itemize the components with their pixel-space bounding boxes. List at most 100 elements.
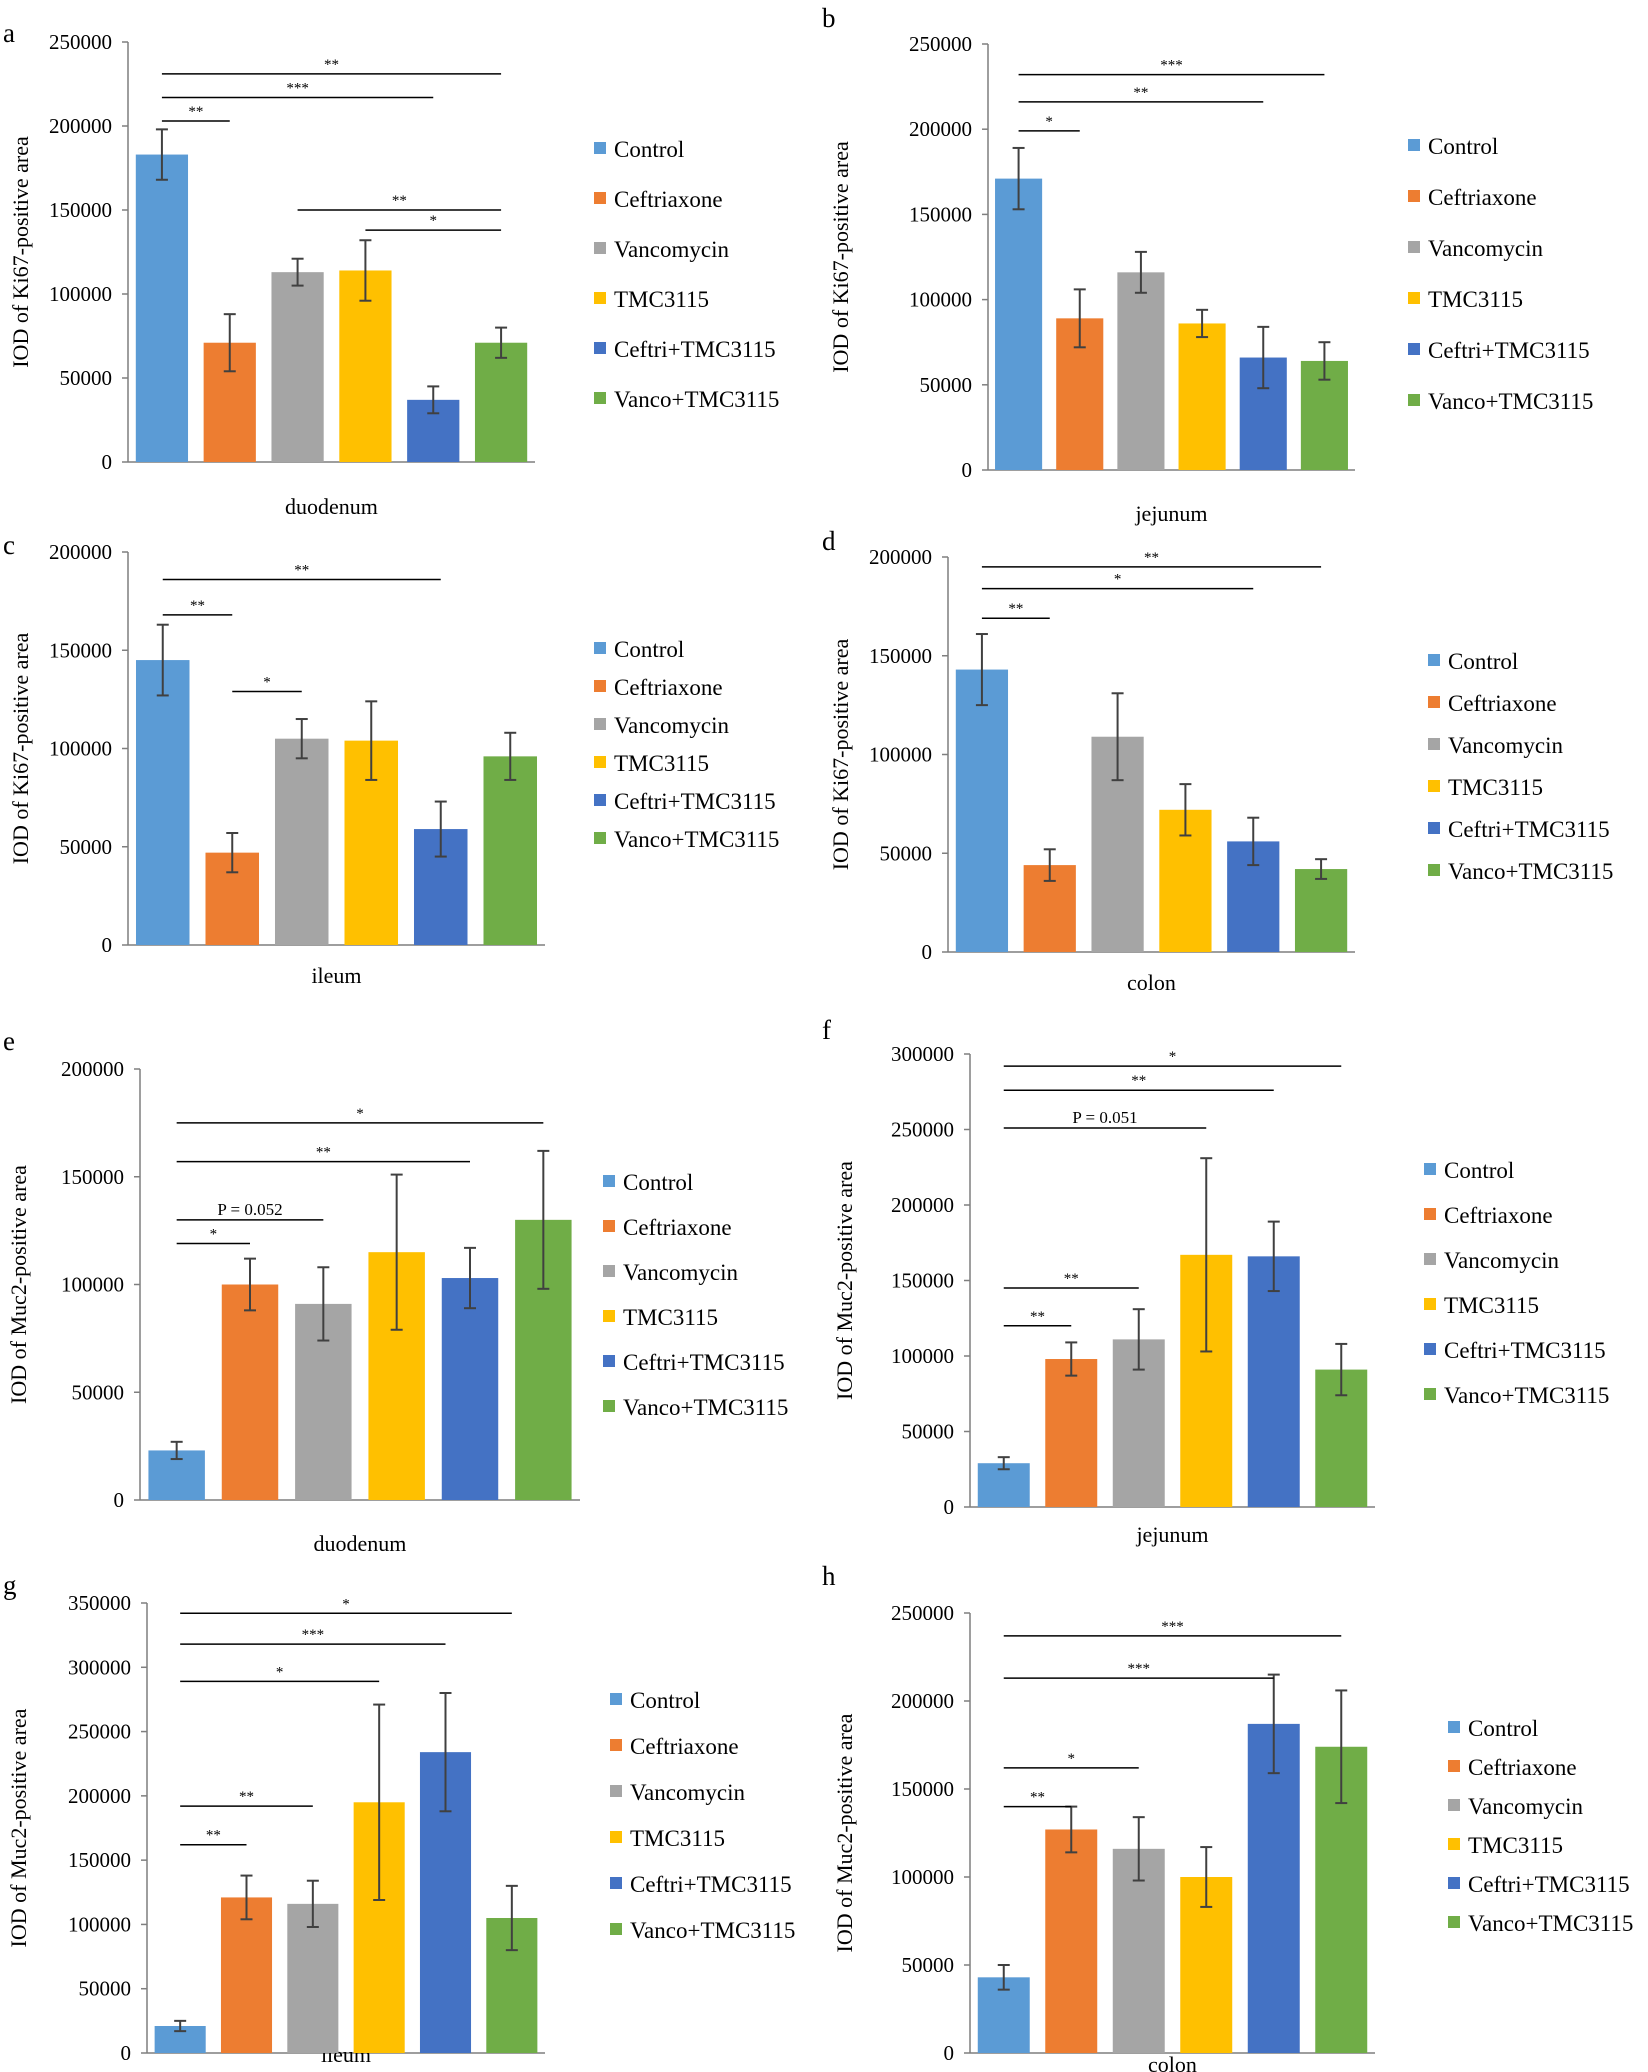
y-axis-title: IOD of Muc2-positive area	[832, 1161, 857, 1400]
significance-label: ***	[1160, 58, 1183, 74]
bar	[995, 178, 1043, 470]
y-tick-label: 150000	[869, 644, 932, 668]
legend-label: TMC3115	[614, 751, 709, 776]
x-axis-title: colon	[1148, 2052, 1197, 2072]
legend-swatch	[603, 1355, 615, 1367]
y-tick-label: 250000	[891, 1118, 954, 1142]
y-tick-label: 100000	[61, 1273, 124, 1297]
bar	[1247, 1256, 1300, 1507]
legend-swatch	[1448, 1916, 1460, 1928]
y-tick-label: 50000	[79, 1977, 132, 2001]
legend-swatch	[594, 392, 606, 404]
significance-label: *	[1045, 114, 1053, 130]
significance-label: ***	[286, 80, 309, 96]
legend-swatch	[603, 1265, 615, 1277]
legend-swatch	[1448, 1721, 1460, 1733]
y-tick-label: 200000	[61, 1057, 124, 1081]
y-tick-label: 0	[121, 2041, 132, 2065]
legend-label: Control	[1448, 649, 1518, 674]
y-tick-label: 250000	[891, 1601, 954, 1625]
legend-swatch	[1448, 1877, 1460, 1889]
y-axis-title: IOD of Muc2-positive area	[6, 1165, 31, 1404]
legend-label: Vanco+TMC3115	[614, 387, 779, 412]
y-tick-label: 250000	[68, 1720, 131, 1744]
legend-swatch	[1448, 1799, 1460, 1811]
legend-label: Vancomycin	[1444, 1248, 1559, 1273]
legend-label: Control	[1428, 134, 1498, 159]
legend-label: TMC3115	[1444, 1293, 1539, 1318]
legend-label: Ceftriaxone	[614, 187, 723, 212]
bar	[1178, 323, 1226, 470]
legend-label: Vanco+TMC3115	[614, 827, 779, 852]
bar	[483, 756, 538, 945]
significance-label: ***	[1128, 1661, 1151, 1677]
legend-swatch	[594, 794, 606, 806]
legend-swatch	[594, 142, 606, 154]
bar	[1294, 869, 1348, 952]
legend-swatch	[1424, 1208, 1436, 1220]
y-tick-label: 0	[962, 458, 973, 482]
bar	[271, 272, 324, 462]
y-tick-label: 100000	[869, 743, 932, 767]
legend-swatch	[1408, 241, 1420, 253]
y-tick-label: 0	[944, 1495, 955, 1519]
significance-label: **	[1030, 1309, 1045, 1325]
bar	[1117, 272, 1165, 470]
x-axis-title: jejunum	[1135, 1522, 1208, 1547]
legend-label: Control	[1444, 1158, 1514, 1183]
significance-label: P = 0.052	[217, 1200, 282, 1219]
legend-label: Ceftriaxone	[630, 1734, 739, 1759]
panel-letter: c	[3, 530, 15, 560]
legend-label: TMC3115	[1448, 775, 1543, 800]
y-tick-label: 100000	[68, 1912, 131, 1936]
panel-c: c 0 50000 100000 150000 200000 IOD of Ki67-pos…	[3, 530, 779, 988]
legend-swatch	[1424, 1253, 1436, 1265]
panel-e: e 0 50000 100000 150000 200000 IOD of Muc2-pos…	[3, 1026, 788, 1556]
panel-letter: b	[822, 3, 836, 33]
legend-swatch	[594, 642, 606, 654]
legend-swatch	[1448, 1838, 1460, 1850]
panel-letter: g	[3, 1570, 17, 1600]
y-tick-label: 300000	[68, 1655, 131, 1679]
y-tick-label: 100000	[909, 288, 972, 312]
y-tick-label: 50000	[902, 1420, 955, 1444]
legend-label: Vanco+TMC3115	[630, 1918, 795, 1943]
legend-swatch	[1428, 822, 1440, 834]
significance-label: ***	[302, 1627, 325, 1643]
legend-label: Ceftriaxone	[1448, 691, 1557, 716]
y-axis-title: IOD of Ki67-positive area	[828, 141, 853, 373]
y-tick-label: 0	[944, 2041, 955, 2065]
significance-label: **	[316, 1145, 331, 1161]
legend-label: Ceftri+TMC3115	[1428, 338, 1590, 363]
significance-label: **	[206, 1828, 221, 1844]
significance-label: **	[1133, 85, 1148, 101]
legend-label: Vancomycin	[1468, 1794, 1583, 1819]
y-tick-label: 150000	[49, 198, 112, 222]
legend-swatch	[610, 1923, 622, 1935]
legend-swatch	[610, 1739, 622, 1751]
x-axis-title: jejunum	[1134, 501, 1207, 526]
bar	[220, 1897, 273, 2053]
y-tick-label: 300000	[891, 1042, 954, 1066]
panel-a: a 0 50000 100000 150000 200000 250000 IOD of Ki…	[3, 18, 779, 519]
bar	[135, 154, 189, 462]
bar	[135, 660, 190, 945]
bar	[1112, 1848, 1165, 2053]
legend-swatch	[1448, 1760, 1460, 1772]
y-axis-title: IOD of Ki67-positive area	[8, 633, 33, 865]
y-tick-label: 0	[102, 933, 113, 957]
legend-label: Vanco+TMC3115	[1444, 1383, 1609, 1408]
legend-label: Control	[614, 637, 684, 662]
bar	[1247, 1723, 1300, 2053]
legend-label: Vanco+TMC3115	[1448, 859, 1613, 884]
significance-label: **	[1064, 1271, 1079, 1287]
y-tick-label: 250000	[909, 32, 972, 56]
y-axis-title: IOD of Ki67-positive area	[828, 639, 853, 871]
legend-label: Vancomycin	[623, 1260, 738, 1285]
panel-d: d 0 50000 100000 150000 200000 IOD of Ki67-pos…	[822, 526, 1613, 995]
bar	[274, 738, 329, 945]
y-tick-label: 0	[922, 940, 933, 964]
significance-label: **	[392, 193, 407, 209]
legend-swatch	[1428, 780, 1440, 792]
legend-label: Control	[1468, 1716, 1538, 1741]
